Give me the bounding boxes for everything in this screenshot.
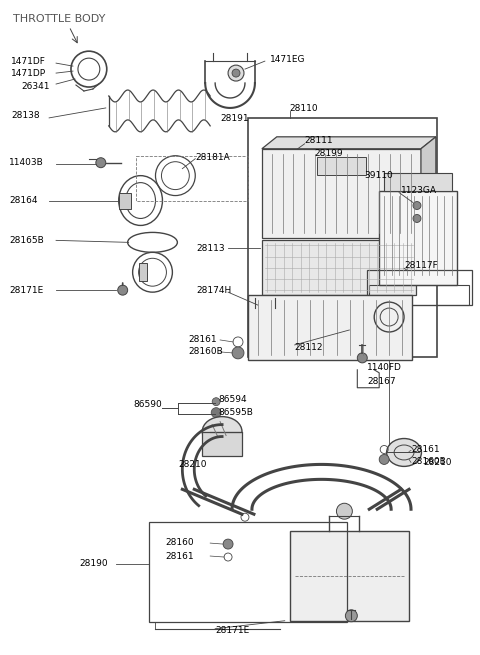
Bar (262, 149, 421, 238)
Bar (369, 285, 468, 305)
Circle shape (228, 65, 244, 81)
Circle shape (346, 610, 357, 622)
Bar (248, 118, 437, 357)
Polygon shape (421, 137, 436, 238)
Text: 28138: 28138 (12, 111, 40, 121)
Text: 28161: 28161 (188, 335, 217, 345)
Text: 39110: 39110 (364, 171, 393, 180)
Text: 28160: 28160 (166, 538, 194, 546)
Ellipse shape (387, 439, 421, 466)
Text: 1471DF: 1471DF (12, 56, 46, 66)
Bar (384, 173, 452, 191)
Ellipse shape (202, 417, 242, 447)
Text: 28174H: 28174H (196, 286, 231, 295)
Text: 28161: 28161 (411, 445, 440, 454)
Bar (290, 531, 409, 621)
Circle shape (212, 398, 220, 405)
Text: 28167: 28167 (367, 377, 396, 386)
Text: THROTTLE BODY: THROTTLE BODY (13, 14, 106, 24)
Text: 28160B: 28160B (188, 347, 223, 356)
Bar (139, 263, 146, 281)
Bar (316, 157, 366, 175)
Text: 28165B: 28165B (9, 236, 44, 245)
Bar (248, 295, 412, 360)
Circle shape (118, 285, 128, 295)
Bar (148, 522, 348, 622)
Text: 28113: 28113 (196, 244, 225, 253)
Circle shape (357, 353, 367, 363)
Text: 28210: 28210 (423, 458, 451, 467)
Text: 11403B: 11403B (9, 159, 44, 167)
Text: 28164: 28164 (9, 196, 38, 205)
Circle shape (96, 158, 106, 168)
Bar (379, 191, 457, 285)
Text: 1471EG: 1471EG (270, 54, 305, 64)
Bar (119, 193, 131, 208)
Text: 86595B: 86595B (218, 408, 253, 417)
Bar (262, 240, 416, 295)
Circle shape (413, 214, 421, 223)
Circle shape (211, 407, 221, 418)
Text: 86594: 86594 (218, 395, 247, 404)
Circle shape (336, 503, 352, 519)
Text: 28112: 28112 (295, 343, 323, 352)
Text: 28111: 28111 (305, 136, 333, 145)
Text: 28110: 28110 (290, 104, 318, 113)
Circle shape (232, 69, 240, 77)
Text: 28191: 28191 (220, 115, 249, 123)
Text: 28160B: 28160B (411, 457, 446, 466)
Polygon shape (262, 137, 436, 149)
Text: 28171E: 28171E (215, 626, 250, 635)
Text: 86590: 86590 (133, 400, 162, 409)
Text: 28117F: 28117F (404, 261, 438, 270)
Text: 28161: 28161 (166, 552, 194, 561)
Text: 28210: 28210 (179, 460, 207, 469)
Text: 1123GA: 1123GA (401, 186, 437, 195)
Text: 28181A: 28181A (195, 153, 230, 162)
Circle shape (223, 539, 233, 549)
Circle shape (379, 455, 389, 464)
Circle shape (413, 202, 421, 210)
Bar (367, 271, 472, 305)
Text: 26341: 26341 (21, 81, 50, 90)
Text: 28171E: 28171E (9, 286, 44, 295)
Text: 1471DP: 1471DP (12, 69, 47, 77)
Circle shape (232, 347, 244, 359)
Text: 28199: 28199 (314, 149, 343, 159)
Text: 28190: 28190 (79, 559, 108, 569)
Text: 1140FD: 1140FD (367, 364, 402, 372)
Bar (202, 432, 242, 457)
